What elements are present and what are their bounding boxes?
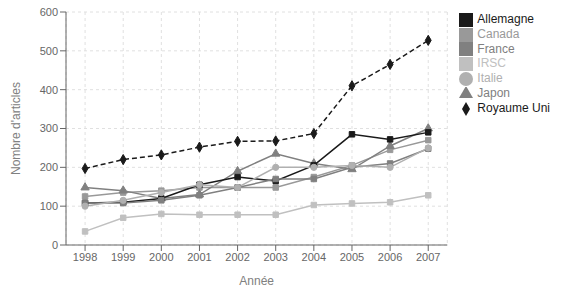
svg-text:Année: Année: [239, 274, 274, 288]
svg-text:500: 500: [40, 45, 58, 57]
html-text:IRSC: IRSC: [477, 56, 506, 71]
html-text:Japon: Japon: [477, 86, 510, 101]
html-text:Allemagne: Allemagne: [477, 12, 534, 26]
svg-text:600: 600: [40, 6, 58, 18]
html-text:Royaume Uni: Royaume Uni: [477, 101, 550, 115]
svg-text:2005: 2005: [340, 251, 364, 263]
svg-text:2006: 2006: [378, 251, 402, 263]
svg-text:2001: 2001: [187, 251, 211, 263]
svg-text:300: 300: [40, 122, 58, 134]
svg-text:2007: 2007: [416, 251, 440, 263]
svg-text:100: 100: [40, 200, 58, 212]
svg-text:2004: 2004: [302, 251, 326, 263]
html-text:Italie: Italie: [477, 71, 503, 86]
html-text:France: France: [477, 41, 515, 56]
svg-text:200: 200: [40, 161, 58, 173]
html-text:Canada: Canada: [477, 26, 520, 41]
svg-text:2003: 2003: [263, 251, 287, 263]
svg-text:1998: 1998: [73, 251, 97, 263]
svg-text:0: 0: [52, 239, 58, 251]
svg-text:400: 400: [40, 84, 58, 96]
svg-text:2002: 2002: [225, 251, 249, 263]
svg-text:2000: 2000: [149, 251, 173, 263]
svg-text:1999: 1999: [111, 251, 135, 263]
svg-text:Nombre d'articles: Nombre d'articles: [9, 82, 23, 175]
